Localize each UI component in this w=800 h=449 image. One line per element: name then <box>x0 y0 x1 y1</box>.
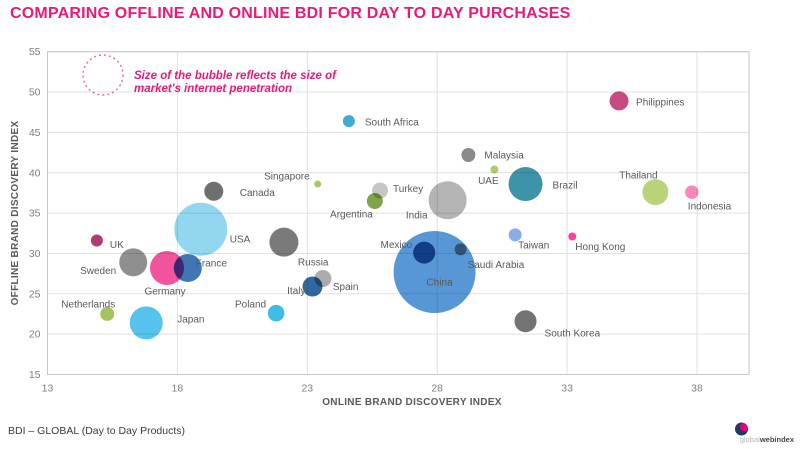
label-canada: Canada <box>240 188 275 199</box>
bubble-south-africa <box>342 115 355 128</box>
label-india: India <box>406 211 428 222</box>
label-turkey: Turkey <box>393 184 423 195</box>
label-philippines: Philippines <box>636 97 684 108</box>
label-mexico: Mexico <box>381 240 413 251</box>
label-china: China <box>427 278 454 289</box>
logo-wordmark: globalwebindex <box>740 435 795 444</box>
y-tick-label: 25 <box>29 288 41 300</box>
bubble-germany <box>150 250 185 285</box>
label-france: France <box>196 258 228 269</box>
bubble-hong-kong <box>568 232 577 241</box>
label-hong-kong: Hong Kong <box>575 242 625 253</box>
label-japan: Japan <box>177 314 204 325</box>
y-tick-label: 30 <box>29 248 41 260</box>
x-tick-label: 28 <box>431 383 443 395</box>
bubble-argentina <box>366 192 383 209</box>
bubble-poland <box>267 304 285 322</box>
bubble-mexico <box>413 241 436 264</box>
label-sweden: Sweden <box>80 266 116 277</box>
y-tick-label: 40 <box>29 167 41 179</box>
label-south-africa: South Africa <box>365 118 419 129</box>
label-germany: Germany <box>144 286 185 297</box>
y-tick-label: 50 <box>29 87 41 99</box>
label-brazil: Brazil <box>553 181 578 192</box>
label-uk: UK <box>110 240 124 251</box>
label-usa: USA <box>230 235 251 246</box>
label-netherlands: Netherlands <box>61 299 115 310</box>
bubble-france <box>173 253 202 282</box>
label-layer: UK Sweden Germany France USA Netherlands Japan… <box>61 97 731 339</box>
label-singapore: Singapore <box>264 172 310 183</box>
bubble-japan <box>129 306 163 340</box>
footer-source: BDI – GLOBAL (Day to Day Products) <box>8 425 186 437</box>
bubble-taiwan <box>508 228 522 242</box>
bubble-south-korea <box>514 310 537 333</box>
y-tick-label: 20 <box>29 329 41 341</box>
label-indonesia: Indonesia <box>688 202 732 213</box>
bubble-malaysia <box>461 147 476 162</box>
bubble-sweden <box>119 248 148 277</box>
label-spain: Spain <box>333 282 359 293</box>
bubble-philippines <box>609 91 629 111</box>
y-tick-label: 15 <box>29 369 41 381</box>
label-uae: UAE <box>478 176 499 187</box>
legend-note-line1: Size of the bubble reflects the size of <box>134 70 337 82</box>
bubble-uk <box>90 234 103 247</box>
bubble-layer <box>90 91 699 340</box>
x-tick-label: 13 <box>42 383 54 395</box>
logo-sphere-accent-icon <box>740 422 748 432</box>
bubble-netherlands <box>100 306 115 321</box>
y-tick-label: 35 <box>29 208 41 220</box>
legend-note-line2: market's internet penetration <box>134 83 292 95</box>
label-saudi-arabia: Saudi Arabia <box>468 260 525 271</box>
globalwebindex-logo: globalwebindex <box>735 422 795 444</box>
bubble-indonesia <box>685 185 699 199</box>
plot-border <box>47 51 750 375</box>
bubble-india <box>428 181 467 220</box>
label-poland: Poland <box>235 300 266 311</box>
bubble-brazil <box>508 167 543 202</box>
label-russia: Russia <box>298 258 329 269</box>
label-italy: Italy <box>287 286 305 297</box>
x-axis-title: ONLINE BRAND DISCOVERY INDEX <box>322 397 502 408</box>
bubble-uae <box>490 165 499 174</box>
label-taiwan: Taiwan <box>518 240 549 251</box>
y-tick-label: 55 <box>29 46 41 58</box>
bubble-canada <box>204 181 224 201</box>
x-tick-label: 23 <box>301 383 313 395</box>
grid-layer: 15 20 25 30 35 40 45 50 55 13 18 23 28 33 38 <box>29 46 750 395</box>
x-tick-label: 38 <box>691 383 703 395</box>
bubble-usa <box>174 202 228 256</box>
label-malaysia: Malaysia <box>484 150 524 161</box>
bubble-spain <box>314 269 332 287</box>
bubble-singapore <box>314 180 322 188</box>
label-south-korea: South Korea <box>545 329 601 340</box>
bubble-saudi-arabia <box>454 243 467 256</box>
page-title: COMPARING OFFLINE AND ONLINE BDI FOR DAY… <box>10 5 571 22</box>
bubble-russia <box>269 227 299 257</box>
y-axis-title: OFFLINE BRAND DISCOVERY INDEX <box>10 121 21 306</box>
legend-bubble-icon <box>82 54 124 96</box>
bubble-thailand <box>642 179 669 206</box>
label-thailand: Thailand <box>619 171 657 182</box>
x-tick-label: 33 <box>561 383 573 395</box>
y-tick-label: 45 <box>29 127 41 139</box>
label-argentina: Argentina <box>330 209 373 220</box>
x-tick-label: 18 <box>172 383 184 395</box>
